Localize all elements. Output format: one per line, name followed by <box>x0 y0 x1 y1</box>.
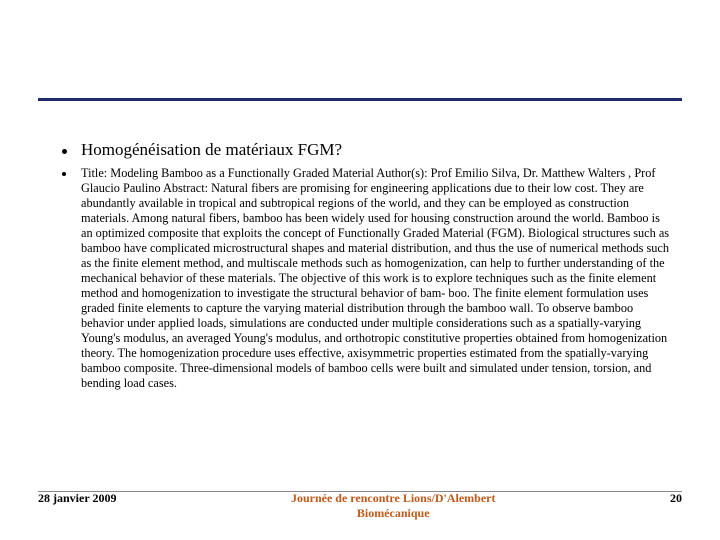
footer-page-number: 20 <box>670 491 682 506</box>
slide-content: Homogénéisation de matériaux FGM? Title:… <box>62 140 672 397</box>
body-row: Title: Modeling Bamboo as a Functionally… <box>62 166 672 391</box>
heading-row: Homogénéisation de matériaux FGM? <box>62 140 672 160</box>
slide-body-text: Title: Modeling Bamboo as a Functionally… <box>81 166 672 391</box>
footer-title-line1: Journée de rencontre Lions/D'Alembert <box>291 491 496 505</box>
slide-footer: 28 janvier 2009 Journée de rencontre Lio… <box>38 491 682 520</box>
bullet-icon <box>62 149 67 154</box>
footer-date: 28 janvier 2009 <box>38 491 116 506</box>
slide-heading: Homogénéisation de matériaux FGM? <box>81 140 342 160</box>
footer-title-line2: Biomécanique <box>357 506 430 520</box>
top-horizontal-rule <box>38 98 682 101</box>
footer-title: Journée de rencontre Lions/D'Alembert Bi… <box>291 491 496 520</box>
bullet-icon <box>62 172 66 176</box>
